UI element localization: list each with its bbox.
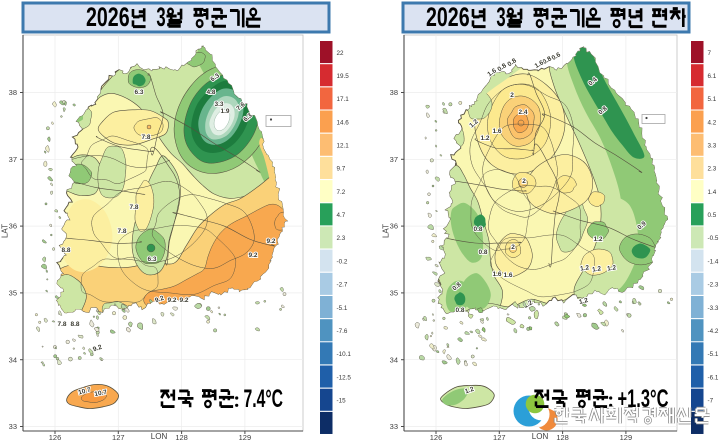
svg-text:2.4: 2.4 bbox=[518, 109, 527, 116]
svg-text:1.2: 1.2 bbox=[593, 236, 602, 243]
svg-text:7.8: 7.8 bbox=[117, 228, 126, 235]
svg-text:38: 38 bbox=[9, 88, 17, 97]
svg-text:2.3: 2.3 bbox=[337, 235, 346, 242]
svg-text:127: 127 bbox=[493, 433, 506, 442]
svg-text:36: 36 bbox=[390, 222, 398, 231]
svg-text:1.2: 1.2 bbox=[578, 297, 589, 306]
svg-text:126: 126 bbox=[49, 433, 62, 442]
svg-text:3.3: 3.3 bbox=[214, 101, 223, 108]
svg-text:3: 3 bbox=[156, 2, 165, 32]
svg-text:37: 37 bbox=[390, 155, 398, 164]
svg-text:1.2: 1.2 bbox=[592, 265, 602, 274]
svg-text:1.6: 1.6 bbox=[492, 128, 501, 135]
svg-text:36: 36 bbox=[9, 222, 17, 231]
svg-text:35: 35 bbox=[390, 289, 398, 298]
svg-text:LAT: LAT bbox=[382, 224, 391, 238]
svg-text:34: 34 bbox=[9, 355, 17, 364]
svg-text:1.2: 1.2 bbox=[580, 264, 590, 273]
svg-text:9.2: 9.2 bbox=[167, 297, 176, 304]
svg-text:-3.3: -3.3 bbox=[708, 305, 719, 312]
svg-text:14.6: 14.6 bbox=[337, 119, 350, 126]
svg-text:6.3: 6.3 bbox=[134, 89, 143, 96]
svg-text:6.3: 6.3 bbox=[147, 256, 156, 263]
svg-text:LON: LON bbox=[532, 432, 549, 441]
svg-text:1.6: 1.6 bbox=[503, 272, 512, 279]
svg-text:9.2: 9.2 bbox=[266, 238, 275, 245]
svg-text:4.7: 4.7 bbox=[337, 212, 346, 219]
svg-text:6.1: 6.1 bbox=[708, 73, 717, 80]
svg-text:7.8: 7.8 bbox=[141, 134, 150, 141]
svg-text:-4.2: -4.2 bbox=[708, 328, 719, 335]
svg-text:34: 34 bbox=[390, 355, 398, 364]
svg-text:129: 129 bbox=[239, 433, 252, 442]
svg-text:126: 126 bbox=[430, 433, 443, 442]
svg-text:3.3: 3.3 bbox=[708, 143, 717, 150]
svg-text:3: 3 bbox=[496, 2, 505, 32]
svg-text:35: 35 bbox=[9, 289, 17, 298]
svg-text:7.2: 7.2 bbox=[337, 189, 346, 196]
svg-text:1.4: 1.4 bbox=[708, 189, 717, 196]
svg-text:128: 128 bbox=[556, 433, 569, 442]
svg-text:129: 129 bbox=[620, 433, 633, 442]
svg-text:0.8: 0.8 bbox=[473, 226, 482, 233]
svg-text:12.1: 12.1 bbox=[337, 143, 350, 150]
svg-text:-15: -15 bbox=[337, 398, 347, 405]
svg-text:8.8: 8.8 bbox=[61, 247, 70, 254]
svg-text:2: 2 bbox=[510, 92, 514, 99]
svg-text:LON: LON bbox=[151, 432, 168, 441]
svg-text:2026: 2026 bbox=[426, 2, 470, 32]
svg-text:-2.7: -2.7 bbox=[337, 282, 348, 289]
svg-text:9.7: 9.7 bbox=[337, 166, 346, 173]
svg-text:9.2: 9.2 bbox=[92, 344, 103, 354]
svg-text:2.3: 2.3 bbox=[708, 166, 717, 173]
svg-text:LAT: LAT bbox=[1, 224, 10, 238]
svg-text:-12.5: -12.5 bbox=[337, 374, 352, 381]
svg-text:-7: -7 bbox=[708, 398, 714, 405]
svg-text:2: 2 bbox=[522, 178, 526, 185]
svg-text:-6.1: -6.1 bbox=[708, 374, 719, 381]
svg-text:-0.2: -0.2 bbox=[337, 258, 348, 265]
svg-text:0.8: 0.8 bbox=[478, 249, 487, 256]
svg-text:9.2: 9.2 bbox=[248, 252, 257, 259]
svg-text:22: 22 bbox=[337, 50, 345, 57]
svg-text:1.2: 1.2 bbox=[480, 135, 489, 142]
svg-text:-5.1: -5.1 bbox=[708, 351, 719, 358]
svg-text:7: 7 bbox=[708, 50, 712, 57]
svg-text:1.2: 1.2 bbox=[464, 386, 475, 396]
svg-text:4.8: 4.8 bbox=[206, 89, 215, 96]
svg-text:7.8: 7.8 bbox=[129, 204, 138, 211]
svg-text:4.2: 4.2 bbox=[708, 119, 717, 126]
svg-text:19.5: 19.5 bbox=[337, 73, 350, 80]
svg-text:0.5: 0.5 bbox=[708, 212, 717, 219]
svg-text:2026: 2026 bbox=[86, 2, 130, 32]
svg-text:1.2: 1.2 bbox=[607, 264, 617, 273]
svg-text:9.2: 9.2 bbox=[154, 295, 165, 305]
svg-text:-10.1: -10.1 bbox=[337, 351, 352, 358]
svg-text:0.8: 0.8 bbox=[455, 307, 464, 314]
svg-text:1.6: 1.6 bbox=[492, 271, 501, 278]
svg-text:-1.4: -1.4 bbox=[708, 258, 719, 265]
svg-text:5.1: 5.1 bbox=[708, 96, 717, 103]
svg-text:9.2: 9.2 bbox=[179, 297, 188, 304]
svg-text:7.8: 7.8 bbox=[57, 321, 66, 328]
svg-text:-7.6: -7.6 bbox=[337, 328, 348, 335]
svg-text:33: 33 bbox=[390, 422, 398, 431]
svg-text:17.1: 17.1 bbox=[337, 96, 350, 103]
svg-text:38: 38 bbox=[390, 88, 398, 97]
svg-text:8.8: 8.8 bbox=[70, 321, 79, 328]
svg-text:10.7: 10.7 bbox=[78, 386, 92, 396]
svg-text:10.7: 10.7 bbox=[94, 389, 108, 398]
svg-text:37: 37 bbox=[9, 155, 17, 164]
svg-text:127: 127 bbox=[112, 433, 125, 442]
svg-text:7.4°C: 7.4°C bbox=[244, 385, 284, 413]
svg-text:1.9: 1.9 bbox=[220, 108, 229, 115]
svg-text:2: 2 bbox=[511, 244, 515, 251]
svg-text:-5.1: -5.1 bbox=[337, 305, 348, 312]
svg-text:128: 128 bbox=[175, 433, 188, 442]
svg-text:33: 33 bbox=[9, 422, 17, 431]
svg-text:-0.5: -0.5 bbox=[708, 235, 719, 242]
svg-text:-2.3: -2.3 bbox=[708, 282, 719, 289]
